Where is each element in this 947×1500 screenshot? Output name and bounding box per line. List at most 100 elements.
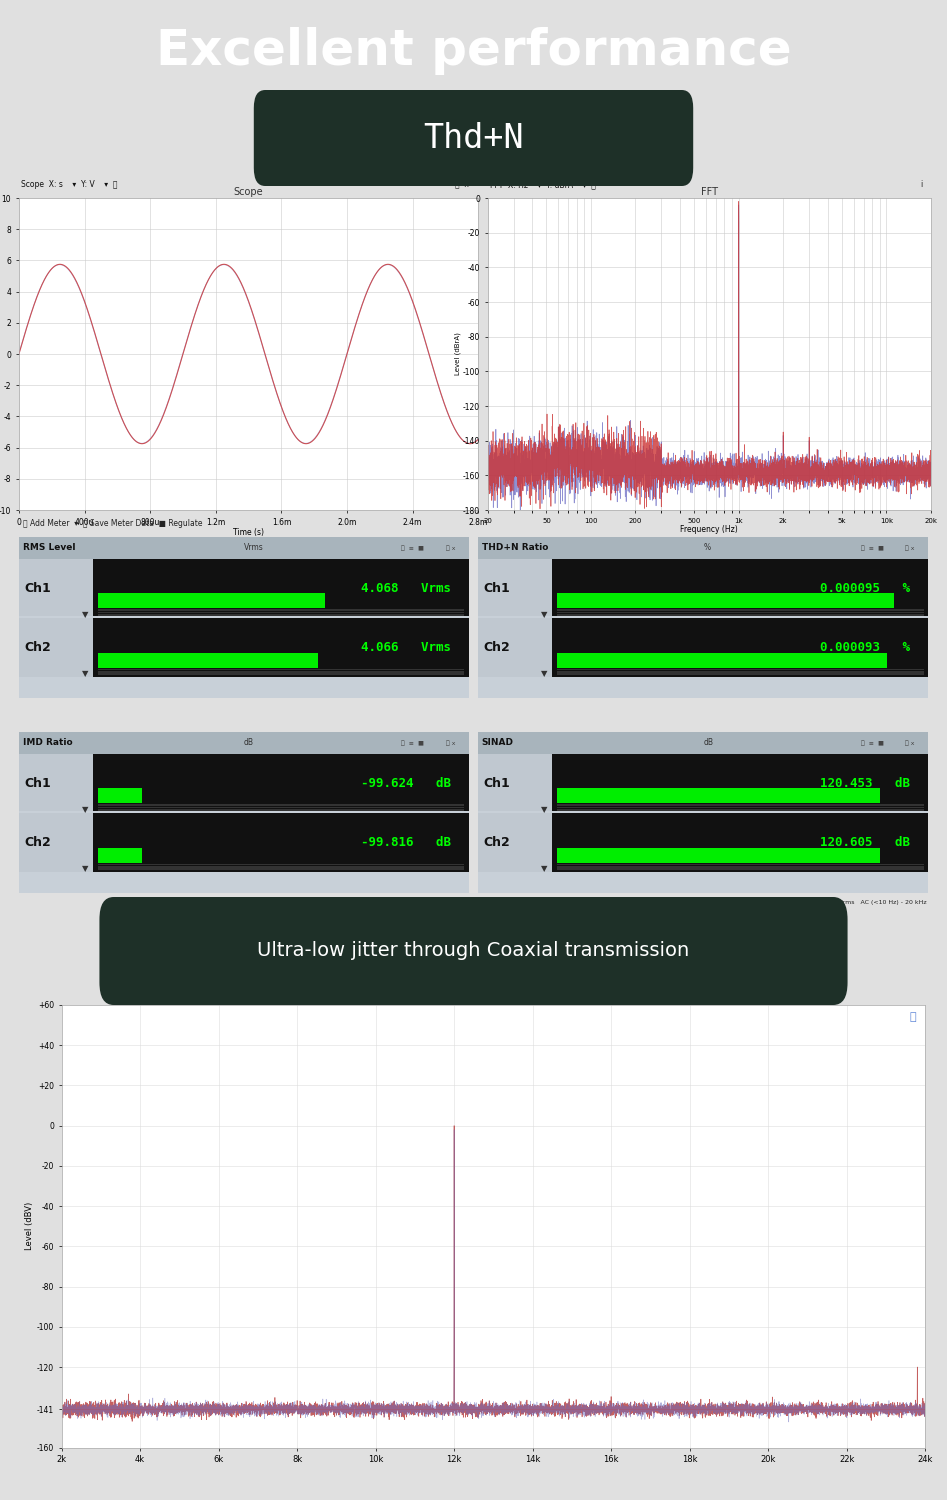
Bar	[98, 808, 464, 810]
Text: Excellent performance: Excellent performance	[155, 27, 792, 75]
Text: Ch1: Ch1	[484, 582, 510, 594]
Bar	[98, 807, 464, 808]
Text: ▼: ▼	[82, 804, 88, 813]
Text: -99.624   dB: -99.624 dB	[361, 777, 451, 789]
Bar	[557, 865, 923, 867]
Bar	[98, 592, 325, 609]
Text: ⬜  ≡  ■: ⬜ ≡ ■	[402, 544, 424, 550]
Text: -99.816   dB: -99.816 dB	[361, 836, 451, 849]
Bar	[557, 652, 887, 668]
Bar	[557, 868, 923, 870]
Bar	[93, 753, 469, 813]
Bar	[19, 753, 93, 813]
Bar	[93, 618, 469, 676]
Bar	[19, 618, 93, 676]
Bar	[98, 674, 464, 675]
Text: ▼: ▼	[542, 669, 547, 678]
Bar	[19, 676, 469, 698]
Text: ⦿: ⦿	[910, 1011, 917, 1022]
Text: ➕ Add Meter  ▾  ⬜ Save Meter Data  ■ Regulate: ➕ Add Meter ▾ ⬜ Save Meter Data ■ Regula…	[24, 519, 203, 528]
Y-axis label: Level (dBV): Level (dBV)	[25, 1202, 34, 1251]
Text: 120.453   dB: 120.453 dB	[820, 777, 910, 789]
Bar	[98, 614, 464, 615]
Text: IMD Ratio: IMD Ratio	[23, 738, 72, 747]
Bar	[478, 871, 928, 892]
Text: FFT  X: Hz    ▾  Y: dBrA    ▾  ⬛: FFT X: Hz ▾ Y: dBrA ▾ ⬛	[490, 180, 596, 189]
Bar	[19, 732, 469, 753]
Bar	[478, 753, 552, 813]
Bar	[478, 813, 552, 871]
Bar	[552, 558, 928, 618]
Bar	[557, 612, 923, 614]
Bar	[557, 808, 923, 810]
Text: Ch1: Ch1	[484, 777, 510, 789]
Text: Ch1: Ch1	[25, 777, 51, 789]
Text: ⬜  ≡  ■: ⬜ ≡ ■	[861, 544, 884, 550]
Bar	[98, 868, 464, 870]
Bar	[557, 592, 894, 609]
Bar	[19, 871, 469, 892]
Text: ▼: ▼	[542, 804, 547, 813]
X-axis label: Frequency (Hz): Frequency (Hz)	[681, 525, 738, 534]
Bar	[478, 732, 928, 753]
Text: Ultra-low jitter through Coaxial transmission: Ultra-low jitter through Coaxial transmi…	[258, 942, 689, 960]
Bar	[98, 804, 464, 806]
Bar	[19, 537, 469, 558]
Bar	[478, 537, 928, 558]
Bar	[552, 753, 928, 813]
Text: Ch1: Ch1	[25, 582, 51, 594]
Text: ⬜  ≡  ■: ⬜ ≡ ■	[861, 740, 884, 746]
Text: Ch2: Ch2	[484, 640, 510, 654]
Bar	[19, 558, 93, 618]
Text: ⬜ x: ⬜ x	[905, 544, 915, 550]
Text: dB: dB	[244, 738, 254, 747]
Text: ▼: ▼	[82, 669, 88, 678]
Title: FFT Spectrum: FFT Spectrum	[459, 994, 527, 1004]
Text: ▼: ▼	[542, 609, 547, 618]
Text: ⬜  x: ⬜ x	[456, 180, 469, 189]
Bar	[557, 864, 923, 865]
Bar	[19, 616, 469, 618]
Text: Ch2: Ch2	[25, 836, 51, 849]
Text: ▼: ▼	[542, 864, 547, 873]
Bar	[478, 812, 928, 813]
Bar	[557, 788, 880, 804]
Bar	[557, 807, 923, 808]
Text: ▼: ▼	[82, 864, 88, 873]
Bar	[98, 652, 317, 668]
Bar	[557, 614, 923, 615]
Text: THD+N Ratio: THD+N Ratio	[482, 543, 548, 552]
Text: RMS Level: RMS Level	[23, 543, 75, 552]
Text: %: %	[703, 543, 710, 552]
Text: Thd+N: Thd+N	[423, 122, 524, 154]
Text: Output:  ASIO: USB DAC ASIO 2 Chs  44.1000 kHz   Input:  Analog Balanced 2 Ch, 2: Output: ASIO: USB DAC ASIO 2 Chs 44.1000…	[525, 900, 926, 904]
Text: ▼: ▼	[82, 609, 88, 618]
Bar	[557, 609, 923, 610]
Text: SINAD: SINAD	[482, 738, 514, 747]
Bar	[552, 813, 928, 871]
Bar	[557, 804, 923, 806]
Bar	[98, 612, 464, 614]
Bar	[478, 618, 552, 676]
Bar	[98, 847, 142, 862]
Text: Vrms: Vrms	[244, 543, 263, 552]
Y-axis label: Level (dBrA): Level (dBrA)	[455, 333, 461, 375]
Bar	[98, 670, 464, 672]
Text: 0.000095   %: 0.000095 %	[820, 582, 910, 594]
Bar	[93, 558, 469, 618]
Bar	[93, 813, 469, 871]
Bar	[98, 788, 142, 804]
Text: 4.068   Vrms: 4.068 Vrms	[361, 582, 451, 594]
Text: Ch2: Ch2	[25, 640, 51, 654]
Bar	[478, 676, 928, 698]
Text: 120.605   dB: 120.605 dB	[820, 836, 910, 849]
Bar	[19, 813, 93, 871]
Title: FFT: FFT	[701, 188, 718, 196]
Bar	[557, 669, 923, 670]
Bar	[557, 674, 923, 675]
Bar	[98, 864, 464, 865]
Text: ⬜ x: ⬜ x	[905, 740, 915, 746]
Bar	[98, 865, 464, 867]
X-axis label: Time (s): Time (s)	[233, 528, 264, 537]
Text: Ch2: Ch2	[484, 836, 510, 849]
